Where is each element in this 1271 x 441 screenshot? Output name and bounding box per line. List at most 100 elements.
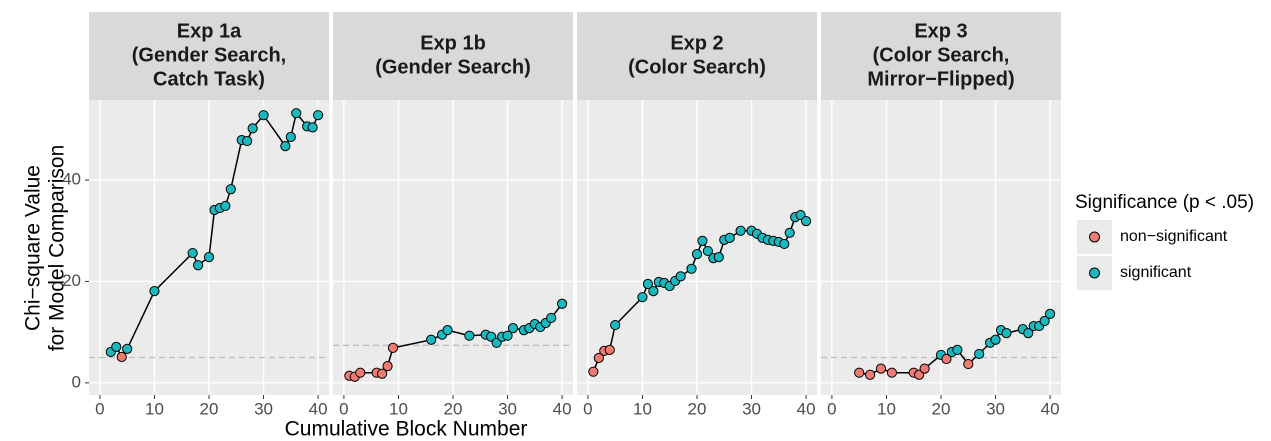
x-tick-label: 30 [498, 399, 517, 418]
panel-title: Exp 1b [420, 32, 486, 54]
point [642, 278, 654, 290]
x-tick-label: 20 [444, 399, 463, 418]
y-tick-label: 0 [72, 372, 81, 391]
point [307, 122, 318, 133]
point [1044, 308, 1056, 320]
panel-title: Exp 3 [914, 20, 967, 42]
x-tick-label: 30 [254, 399, 273, 418]
point [593, 352, 604, 364]
point [990, 334, 1001, 345]
x-tick-label: 20 [688, 399, 707, 418]
point [784, 227, 795, 238]
x-tick-label: 0 [95, 399, 104, 418]
x-tick-label: 30 [742, 399, 761, 418]
point [675, 271, 686, 282]
point [187, 247, 198, 259]
strip [577, 12, 817, 100]
point [713, 252, 724, 263]
panel-title: Catch Task) [153, 68, 265, 90]
point [637, 292, 648, 303]
strip [89, 12, 329, 100]
point [610, 319, 621, 331]
point [387, 342, 399, 353]
point [247, 123, 258, 134]
legend-title: Significance (p < .05) [1075, 192, 1254, 213]
x-tick-label: 10 [145, 399, 164, 418]
point [864, 369, 876, 380]
point [919, 363, 930, 374]
point [149, 285, 160, 297]
point [875, 363, 887, 374]
point [974, 348, 985, 360]
point [312, 110, 324, 121]
point [242, 135, 253, 147]
point [604, 344, 615, 355]
line [110, 111, 319, 359]
legend-marker [1089, 231, 1100, 243]
strip [821, 12, 1061, 100]
y-axis-label: Chi−square Value [22, 165, 45, 331]
point [1023, 328, 1034, 339]
x-tick-label: 20 [200, 399, 219, 418]
y-tick-label: 40 [62, 170, 81, 189]
point [116, 351, 127, 363]
panel-title: (Color Search) [628, 56, 766, 78]
point [280, 141, 291, 152]
point [464, 330, 475, 341]
point [285, 131, 296, 143]
panel-title: (Gender Search, [132, 44, 287, 66]
panel-title: Exp 1a [177, 20, 242, 42]
point [735, 225, 746, 236]
point [355, 367, 366, 378]
point [886, 367, 898, 378]
point [952, 344, 963, 355]
legend-marker [1089, 267, 1100, 279]
y-axis-label: for Model Comparison [46, 145, 69, 352]
x-tick-label: 0 [339, 399, 348, 418]
point [426, 334, 437, 345]
point [800, 216, 812, 227]
point [122, 343, 133, 354]
legend-label: non−significant [1120, 228, 1228, 245]
point [556, 298, 568, 309]
point [779, 238, 790, 250]
point [442, 325, 453, 336]
point [1039, 315, 1050, 327]
panel-title: Mirror−Flipped) [867, 68, 1014, 90]
point [1001, 328, 1012, 339]
point [648, 285, 659, 297]
point [546, 312, 557, 324]
y-tick-label: 20 [62, 271, 81, 290]
point [225, 184, 236, 195]
x-tick-label: 0 [827, 399, 836, 418]
strip [333, 12, 573, 100]
point [111, 341, 122, 352]
point [697, 235, 708, 247]
point [291, 108, 302, 119]
panel-title: (Color Search, [873, 44, 1010, 66]
point [376, 368, 388, 379]
legend-label: significant [1120, 264, 1192, 281]
point [686, 263, 697, 274]
point [588, 366, 599, 377]
x-tick-label: 40 [797, 399, 816, 418]
point [192, 260, 204, 271]
point [220, 200, 231, 212]
point [702, 245, 714, 257]
panel-title: (Gender Search) [375, 56, 531, 78]
x-tick-label: 10 [877, 399, 896, 418]
point [258, 110, 269, 121]
point [507, 322, 519, 334]
x-axis-label: Cumulative Block Number [285, 418, 528, 441]
x-tick-label: 30 [986, 399, 1005, 418]
point [382, 361, 393, 372]
point [691, 248, 703, 260]
x-tick-label: 0 [583, 399, 592, 418]
x-tick-label: 10 [389, 399, 408, 418]
panel-title: Exp 2 [670, 32, 723, 54]
point [963, 358, 974, 370]
point [941, 353, 952, 365]
x-tick-label: 40 [553, 399, 572, 418]
point [724, 232, 735, 243]
